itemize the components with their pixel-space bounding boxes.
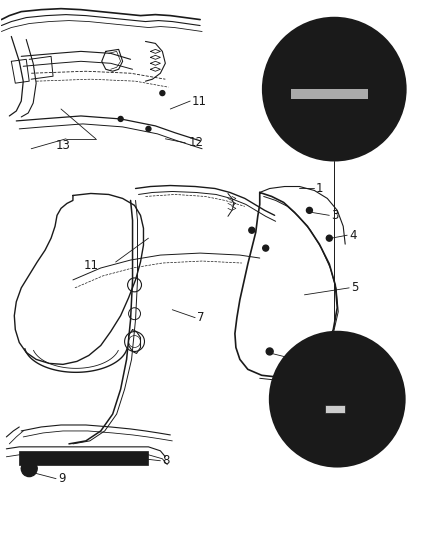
Text: 1: 1	[384, 68, 392, 80]
Text: 1: 1	[379, 405, 386, 417]
Text: 4: 4	[349, 229, 357, 241]
Text: 5: 5	[351, 281, 359, 294]
Circle shape	[266, 348, 273, 355]
Circle shape	[263, 18, 406, 160]
Circle shape	[263, 245, 268, 251]
Circle shape	[160, 91, 165, 95]
Text: 2: 2	[374, 112, 381, 125]
Circle shape	[270, 332, 405, 467]
Text: 3: 3	[331, 209, 339, 222]
Circle shape	[118, 116, 123, 122]
Text: 7: 7	[197, 311, 205, 324]
Text: 6: 6	[290, 351, 297, 364]
Text: 14: 14	[324, 39, 339, 52]
Circle shape	[146, 126, 151, 131]
Circle shape	[357, 43, 367, 52]
Text: 11: 11	[192, 94, 207, 108]
Text: 1: 1	[315, 182, 323, 195]
Circle shape	[24, 464, 34, 474]
Text: 12: 12	[188, 136, 203, 149]
Text: 9: 9	[58, 472, 66, 485]
Text: 13: 13	[56, 139, 71, 152]
Circle shape	[21, 461, 37, 477]
Bar	[325, 405, 345, 413]
Circle shape	[297, 43, 307, 52]
Bar	[290, 89, 368, 99]
Text: 11: 11	[84, 259, 99, 271]
Circle shape	[307, 207, 312, 213]
Bar	[19, 451, 148, 465]
Text: 8: 8	[162, 454, 170, 467]
Circle shape	[326, 235, 332, 241]
Circle shape	[249, 227, 255, 233]
